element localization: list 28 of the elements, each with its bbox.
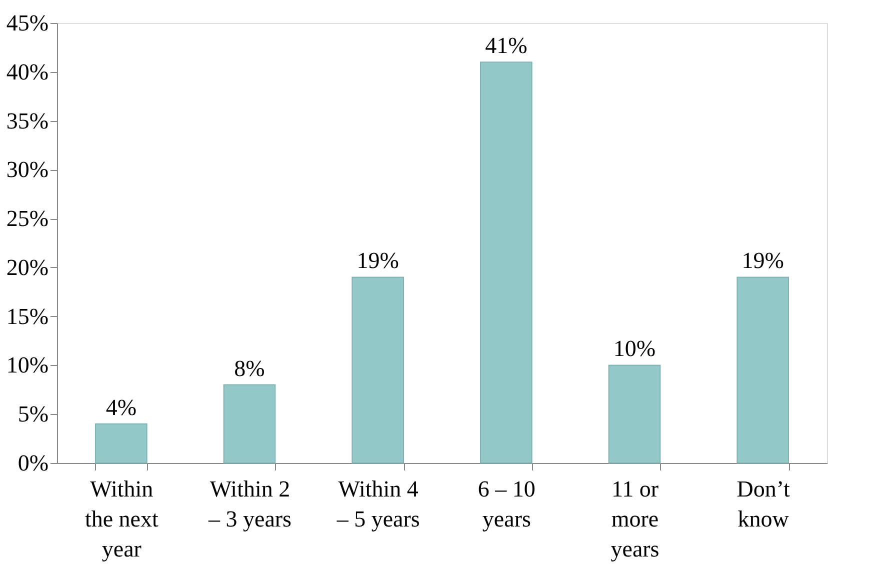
y-tick-label: 45% <box>6 10 48 36</box>
bar <box>223 384 276 464</box>
x-tick-label: 6 – 10 years <box>478 476 536 532</box>
y-tick-label: 30% <box>6 157 48 182</box>
data-label: 4% <box>106 394 137 420</box>
y-tick-label: 25% <box>6 206 48 232</box>
y-tick-label: 40% <box>6 59 48 84</box>
y-tick-label: 35% <box>6 108 48 134</box>
bar <box>480 62 532 464</box>
x-tick-label: Within 2 – 3 years <box>207 476 292 532</box>
data-label: 19% <box>742 248 784 274</box>
x-tick-label: 11 or more years <box>610 476 660 562</box>
y-tick-label: 15% <box>6 304 48 329</box>
y-tick-label: 10% <box>6 352 48 378</box>
data-label: 8% <box>234 356 265 381</box>
bar <box>608 364 661 464</box>
y-tick-label: 20% <box>6 254 48 280</box>
bar <box>95 423 148 464</box>
y-tick-label: 0% <box>18 450 48 476</box>
data-label: 10% <box>613 336 656 362</box>
bar <box>736 276 789 464</box>
data-label: 19% <box>356 248 399 274</box>
bar <box>352 276 404 464</box>
data-label: 41% <box>485 33 528 58</box>
x-tick-label: Don’t know <box>736 476 791 532</box>
y-tick-label: 5% <box>18 402 48 427</box>
x-tick-label: Within the next year <box>84 476 159 562</box>
x-tick-label: Within 4 – 5 years <box>336 476 420 532</box>
